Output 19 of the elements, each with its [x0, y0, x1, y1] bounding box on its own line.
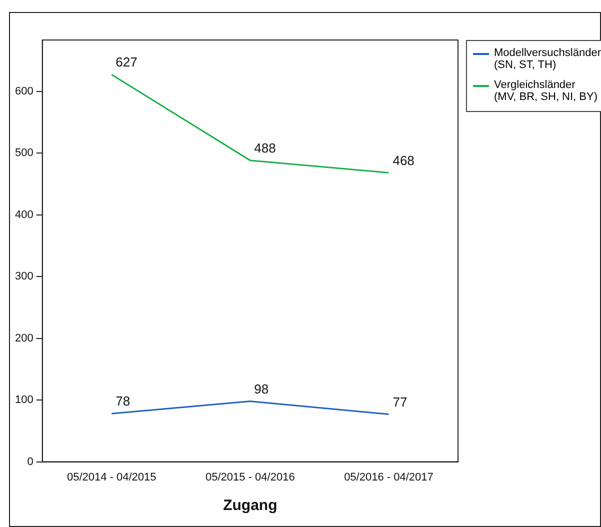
y-tick-label: 500 [14, 147, 34, 160]
y-tick-label: 300 [14, 270, 34, 283]
data-label: 488 [254, 140, 276, 156]
y-tick-label: 600 [14, 85, 34, 98]
data-label: 468 [392, 152, 414, 168]
legend-label: Vergleichsländer (MV, BR, SH, NI, BY) [494, 79, 598, 103]
data-label: 78 [116, 394, 130, 409]
x-axis-title: Zugang [223, 497, 278, 514]
legend-label: Modellversuchsländer (SN, ST, TH) [494, 47, 601, 71]
x-tick-label: 05/2016 - 04/2017 [344, 471, 434, 484]
y-tick-label: 400 [14, 208, 34, 221]
x-tick-label: 05/2014 - 04/2015 [66, 471, 156, 484]
x-tick-label: 05/2015 - 04/2016 [206, 471, 295, 484]
y-tick-label: 200 [14, 332, 34, 344]
y-tick-label: 0 [27, 456, 34, 468]
data-label: 98 [254, 381, 269, 396]
data-label: 627 [116, 54, 138, 70]
y-tick-label: 100 [14, 394, 34, 406]
data-label: 77 [392, 394, 408, 410]
